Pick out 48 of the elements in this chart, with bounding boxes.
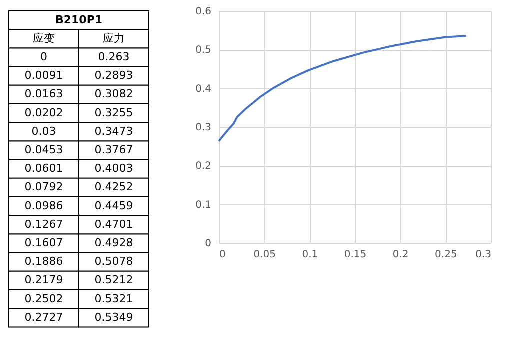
x-tick-label: 0.05 [254, 250, 276, 260]
text: 0.1607 [24, 236, 64, 250]
text: 0.3255 [94, 106, 134, 120]
y-tick-label: 0 [205, 238, 212, 250]
text: 0.5321 [94, 292, 134, 306]
y-tick-label: 0.4 [196, 84, 212, 95]
y-tick-label: 0.3 [196, 122, 212, 134]
text: 0.4701 [94, 218, 134, 231]
text: 应变 [33, 32, 55, 45]
y-tick-label: 0.5 [196, 45, 212, 56]
line-series [218, 35, 468, 142]
text: 0.0986 [24, 199, 64, 212]
text: 0.5212 [94, 274, 134, 287]
text: 0.03 [32, 124, 56, 138]
text: 0.0453 [24, 144, 64, 156]
y-tick-label: 0.2 [196, 161, 212, 172]
text: 0.263 [98, 50, 130, 64]
text: 0.4252 [94, 180, 134, 194]
y-tick-label: 0.1 [196, 200, 212, 211]
x-tick-label: 0.15 [344, 250, 367, 260]
text: 0.2502 [24, 292, 64, 306]
text: 0.1886 [24, 255, 64, 268]
text: 0.4459 [94, 199, 134, 212]
text: 0.3767 [94, 144, 134, 156]
text: 应力 [103, 32, 125, 45]
text: 0 [40, 50, 48, 64]
x-tick-label: 0.2 [392, 250, 409, 260]
x-tick-label: 0.3 [476, 250, 492, 260]
y-tick-label: 0.6 [196, 6, 212, 18]
text: B210P1 [55, 13, 103, 26]
text: 0.5078 [94, 255, 134, 268]
x-tick-label: 0.1 [302, 250, 318, 260]
text: 0.0202 [24, 106, 64, 120]
text: 0.3473 [94, 124, 134, 138]
text: 0.2179 [24, 274, 64, 287]
text: 0.3082 [94, 88, 134, 101]
text: 0.5349 [94, 310, 134, 324]
text: 0.0163 [24, 88, 64, 101]
text: 0.2893 [94, 69, 134, 82]
text: 0.1267 [24, 218, 64, 231]
x-tick-label: 0 [220, 250, 226, 260]
text: 0.0601 [24, 162, 64, 176]
text: 0.0792 [24, 180, 64, 194]
text: 0.4003 [94, 162, 134, 176]
text: 0.2727 [24, 310, 64, 324]
text: 0.4928 [94, 236, 134, 250]
x-tick-label: 0.25 [435, 250, 458, 260]
text: 0.0091 [24, 69, 64, 82]
